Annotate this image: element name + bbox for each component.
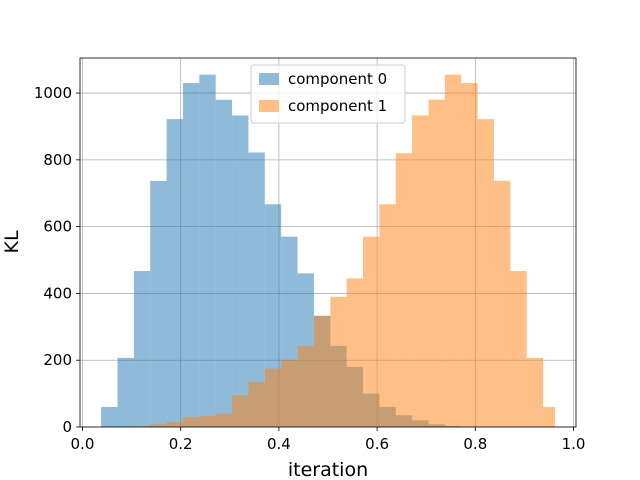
x-tick-label: 0.6 <box>365 435 389 453</box>
histogram-bar-component-1 <box>133 425 151 427</box>
histogram-bar-component-1 <box>346 278 364 427</box>
y-tick-label: 400 <box>43 284 72 302</box>
histogram-bar-component-1 <box>493 180 511 427</box>
x-axis-label: iteration <box>288 459 368 480</box>
histogram-bar-component-0 <box>133 271 151 427</box>
x-tick-label: 0.8 <box>463 435 487 453</box>
legend-swatch-component-0 <box>259 73 279 85</box>
histogram-bar-component-1 <box>182 416 200 427</box>
histogram-bar-component-1 <box>264 368 282 427</box>
histogram-bar-component-1 <box>166 421 183 427</box>
histogram-bar-component-1 <box>412 115 429 427</box>
histogram-bar-component-1 <box>395 153 413 428</box>
histogram-bar-component-1 <box>313 315 331 427</box>
bars-layer <box>101 74 555 428</box>
x-tick-label: 0.0 <box>71 435 95 453</box>
histogram-bar-component-1 <box>379 204 396 427</box>
x-tick-label: 1.0 <box>562 435 586 453</box>
histogram-bar-component-1 <box>150 424 167 427</box>
histogram-bar-component-1 <box>215 413 233 427</box>
histogram-bar-component-0 <box>182 83 200 427</box>
legend: component 0 component 1 <box>250 64 406 124</box>
histogram-bar-component-0 <box>166 119 183 427</box>
legend-swatch-component-1 <box>259 100 279 112</box>
histogram-bar-component-1 <box>199 415 216 427</box>
histogram-bar-component-0 <box>248 152 265 427</box>
histogram-bar-component-0 <box>232 115 249 427</box>
histogram-bar-component-0 <box>101 406 118 427</box>
x-tick-label: 0.4 <box>267 435 291 453</box>
y-tick-label: 200 <box>43 351 72 369</box>
histogram-bar-component-1 <box>297 345 314 427</box>
y-tick-label: 1000 <box>34 84 72 102</box>
histogram-bar-component-1 <box>232 395 249 427</box>
y-tick-label: 800 <box>43 151 72 169</box>
histogram-bar-component-1 <box>510 271 527 427</box>
histogram-bar-component-1 <box>477 119 494 427</box>
histogram-bar-component-0 <box>199 74 216 427</box>
histogram-bar-component-0 <box>117 357 134 427</box>
legend-label-component-1: component 1 <box>288 97 387 115</box>
histogram-bar-component-1 <box>330 296 347 427</box>
axes-frame <box>79 57 577 428</box>
histogram-bar-component-1 <box>248 381 265 427</box>
histogram-bar-component-1 <box>444 74 462 427</box>
legend-label-component-0: component 0 <box>288 70 387 88</box>
histogram-bar-component-1 <box>526 357 544 427</box>
legend-frame <box>250 64 406 124</box>
histogram-bar-component-1 <box>281 360 298 427</box>
x-tick-label: 0.2 <box>169 435 193 453</box>
histogram-bar-component-0 <box>150 180 167 427</box>
y-tick-label: 600 <box>43 218 72 236</box>
y-axis-label: KL <box>1 230 23 253</box>
histogram-bar-component-1 <box>363 236 380 427</box>
histogram-bar-component-1 <box>543 406 555 427</box>
histogram-bar-component-0 <box>215 99 233 428</box>
histogram-bar-component-1 <box>461 83 478 427</box>
histogram-bar-component-1 <box>428 99 445 428</box>
ticks-layer: 0.0 0.2 0.4 0.6 0.8 1.0 0 200 400 600 800 1000 <box>34 84 586 453</box>
y-tick-label: 0 <box>62 418 72 436</box>
